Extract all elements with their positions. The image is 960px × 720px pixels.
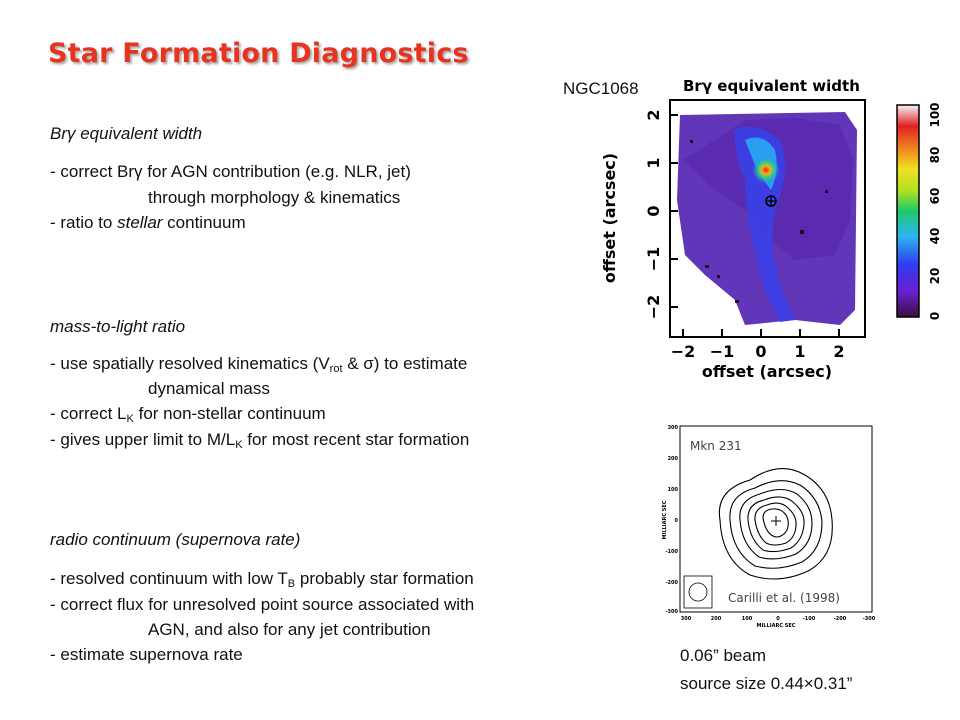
y-tick-label: 300	[668, 425, 679, 431]
y-tick-label: −1	[644, 247, 663, 272]
x-tick-label: 1	[794, 342, 805, 361]
section-heading-mass-to-light: mass-to-light ratio	[50, 317, 186, 336]
beam-ellipse	[688, 582, 708, 602]
bry-jet-filament	[734, 126, 795, 322]
mkn231-label: Mkn 231	[690, 439, 742, 453]
y-tick-label: 0	[644, 205, 663, 216]
colorbar	[896, 104, 920, 318]
y-tick-label: 0	[675, 518, 679, 524]
x-tick-label: −1	[710, 342, 735, 361]
beam-note: 0.06” beam	[680, 646, 766, 665]
bry-map-figure: Brγ equivalent width −2 −1 0 1 2 offset …	[600, 77, 942, 381]
x-axis-label: MILLIARC SEC	[757, 623, 796, 629]
contour-line	[754, 502, 797, 546]
x-tick-label: 2	[833, 342, 844, 361]
colorbar-tick-label: 20	[928, 268, 942, 285]
colorbar-tick-label: 100	[928, 102, 942, 127]
beam-box	[683, 575, 713, 609]
bullet-kinematics: - use spatially resolved kinematics (Vro…	[50, 354, 468, 375]
citation-label: Carilli et al. (1998)	[728, 591, 840, 605]
x-tick-label: 0	[755, 342, 766, 361]
contour-line	[739, 488, 813, 560]
contour-line	[718, 468, 833, 580]
bry-core	[752, 156, 780, 184]
bullet-upper-limit: - gives upper limit to M/LK for most rec…	[50, 430, 470, 451]
colorbar-tick-label: 60	[928, 188, 942, 205]
colorbar-tick-label: 40	[928, 228, 942, 245]
page-title: Star Formation Diagnostics	[48, 38, 469, 69]
x-axis-label: offset (arcsec)	[702, 362, 832, 381]
mkn231-contour-figure: Mkn 231 Carilli et al. (1998) 300 200 10…	[662, 425, 876, 629]
bullet-resolved-continuum: - resolved continuum with low TB probabl…	[50, 569, 474, 590]
x-tick-label: 100	[742, 616, 753, 622]
x-tick-label: 300	[681, 616, 692, 622]
y-tick-label: -300	[665, 609, 678, 615]
bullet-correct-lk: - correct LK for non-stellar continuum	[50, 404, 326, 425]
ngc1068-label: NGC1068	[563, 79, 639, 98]
bullet-ratio-stellar: - ratio to stellar continuum	[50, 213, 246, 232]
colorbar-tick-label: 0	[928, 312, 942, 320]
y-tick-label: -200	[665, 580, 678, 586]
contour-line	[729, 480, 823, 569]
bullet-correct-flux: - correct flux for unresolved point sour…	[50, 595, 475, 614]
colorbar-tick-label: 80	[928, 147, 942, 164]
contour-line	[747, 496, 805, 553]
x-tick-label: -300	[863, 616, 876, 622]
bullet-correct-flux-cont: AGN, and also for any jet contribution	[148, 620, 431, 639]
bullet-supernova-rate: - estimate supernova rate	[50, 645, 243, 664]
section-heading-radio: radio continuum (supernova rate)	[50, 530, 301, 549]
x-tick-label: -200	[834, 616, 847, 622]
y-tick-label: −2	[644, 295, 663, 320]
y-tick-label: 2	[644, 109, 663, 120]
x-tick-label: 200	[711, 616, 722, 622]
x-tick-label: -100	[803, 616, 816, 622]
y-tick-label: 1	[644, 157, 663, 168]
y-tick-label: 200	[668, 456, 679, 462]
bullet-kinematics-cont: dynamical mass	[148, 379, 270, 398]
x-tick-label: −2	[671, 342, 696, 361]
bullet-correct-bry: - correct Brγ for AGN contribution (e.g.…	[50, 162, 411, 181]
x-tick-label: 0	[776, 616, 780, 622]
y-tick-label: 100	[668, 487, 679, 493]
contour-line	[762, 508, 789, 538]
source-size-note: source size 0.44×0.31”	[680, 674, 853, 693]
y-axis-label: MILLIARC SEC	[662, 500, 668, 539]
y-axis-label: offset (arcsec)	[600, 153, 619, 283]
y-tick-label: -100	[665, 549, 678, 555]
section-heading-bry: Brγ equivalent width	[50, 124, 203, 143]
bullet-correct-bry-cont: through morphology & kinematics	[148, 188, 401, 207]
bry-map-title: Brγ equivalent width	[683, 77, 860, 95]
